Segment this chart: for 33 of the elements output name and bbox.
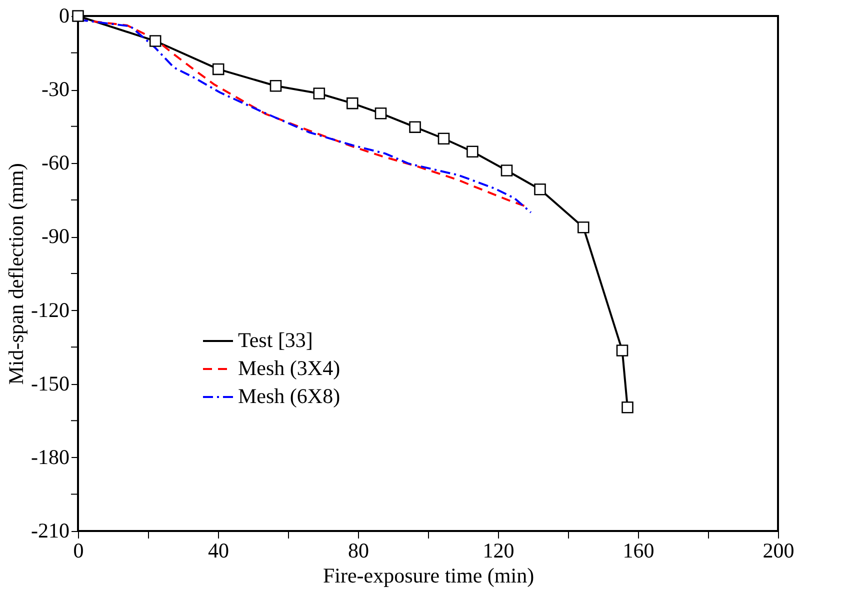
- point: [622, 402, 634, 414]
- y-tick-label: -30: [42, 77, 70, 102]
- y-tick-label: -60: [42, 150, 70, 175]
- point: [149, 35, 162, 47]
- x-tick-label: 0: [73, 538, 84, 562]
- point: [313, 88, 326, 100]
- point: [438, 132, 450, 145]
- point: [466, 146, 478, 158]
- legend-label: Mesh (6X8): [238, 384, 340, 408]
- point: [270, 80, 282, 92]
- legend-label: Mesh (3X4): [238, 356, 340, 380]
- y-tick-label: -210: [31, 518, 70, 542]
- point: [500, 164, 513, 176]
- y-tick-label: -90: [42, 224, 70, 248]
- point: [534, 183, 546, 196]
- y-tick-label: 0: [59, 4, 70, 28]
- point: [346, 97, 358, 110]
- y-tick-label: -120: [31, 298, 70, 322]
- x-axis-title: Fire-exposure time (min): [322, 564, 534, 588]
- x-tick-label: 40: [208, 538, 229, 562]
- point: [212, 63, 224, 76]
- legend-label: Test [33]: [238, 328, 313, 352]
- x-tick-label: 80: [348, 538, 369, 562]
- x-tick-label: 160: [622, 538, 654, 562]
- y-axis-title: Mid-span deflection (mm): [4, 163, 28, 385]
- x-tick-label: 200: [762, 538, 794, 562]
- x-tick-label: 120: [482, 538, 514, 562]
- y-tick-label: -180: [31, 444, 70, 469]
- point: [616, 344, 628, 356]
- point: [409, 121, 421, 133]
- y-tick-label: -150: [31, 371, 70, 396]
- point: [578, 222, 590, 234]
- point: [374, 107, 387, 120]
